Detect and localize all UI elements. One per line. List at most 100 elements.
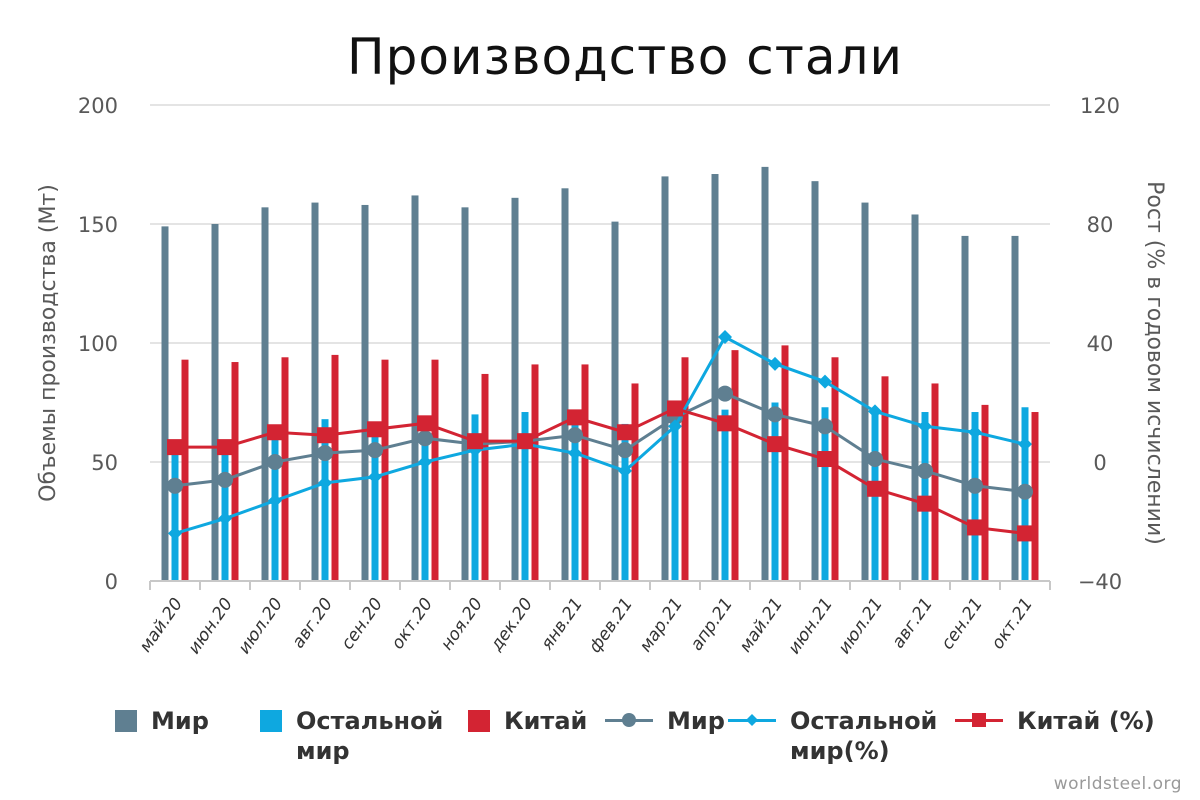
- bar-2-9: [621, 423, 629, 581]
- marker-2-1: [218, 511, 232, 526]
- marker-3-8: [567, 409, 583, 426]
- bar-3-2: [281, 357, 289, 581]
- bar-1-14: [861, 202, 869, 581]
- marker-2-17: [1018, 437, 1032, 452]
- marker-3-10: [667, 400, 683, 417]
- bar-1-2: [261, 207, 269, 581]
- marker-3-15: [917, 495, 933, 512]
- bar-3-10: [681, 357, 689, 581]
- legend-line-rest-of-world: [728, 706, 776, 736]
- bar-1-0: [161, 226, 169, 581]
- bar-1-7: [511, 197, 519, 581]
- bar-3-11: [731, 350, 739, 581]
- marker-1-8: [567, 427, 583, 444]
- marker-2-3: [318, 475, 332, 490]
- marker-3-12: [767, 436, 783, 453]
- marker-3-0: [167, 439, 183, 456]
- bar-3-1: [231, 362, 239, 581]
- y-tick-label: 200: [78, 94, 118, 118]
- marker-1-17: [1017, 483, 1033, 500]
- marker-1-1: [217, 471, 233, 488]
- legend-label-rest-of-world-bar: Остальной мир: [296, 707, 444, 765]
- chart-legend: Мир Остальной мир Китай Мир Остальной ми…: [0, 706, 1200, 776]
- legend-swatch-rest-of-world-bar: [260, 710, 282, 732]
- bar-2-5: [421, 426, 429, 581]
- legend-marker-square: [972, 713, 986, 727]
- legend-item-rest-of-world-line: Остальной мир(%): [728, 706, 937, 766]
- bar-1-12: [761, 166, 769, 581]
- x-tick-label: фев.21: [585, 594, 637, 656]
- y2-tick-label: 80: [1087, 213, 1114, 237]
- bar-2-10: [671, 404, 679, 581]
- marker-1-15: [917, 462, 933, 479]
- marker-1-4: [367, 442, 383, 459]
- y-tick-label: 0: [105, 570, 118, 594]
- marker-2-16: [968, 425, 982, 440]
- legend-label-world-bar: Мир: [151, 707, 209, 735]
- bar-3-15: [931, 383, 939, 581]
- bar-1-3: [311, 202, 319, 581]
- marker-1-14: [867, 451, 883, 468]
- marker-1-5: [417, 430, 433, 447]
- bar-1-8: [561, 188, 569, 582]
- bar-3-3: [331, 354, 339, 581]
- legend-swatch-china-bar: [468, 710, 490, 732]
- marker-1-12: [767, 406, 783, 423]
- series-line-2: [174, 335, 1026, 535]
- series-line-1: [174, 391, 1026, 494]
- bar-2-3: [321, 419, 329, 581]
- bar-2-8: [571, 419, 579, 581]
- x-tick-label: сен.21: [937, 594, 987, 653]
- legend-label-china-bar: Китай: [504, 707, 588, 735]
- x-tick-label: июн.20: [184, 594, 237, 658]
- bar-3-6: [481, 373, 489, 581]
- bar-1-5: [411, 195, 419, 581]
- bar-3-9: [631, 383, 639, 581]
- marker-1-16: [967, 477, 983, 494]
- y2-tick-label: 0: [1093, 451, 1106, 475]
- bar-3-12: [781, 345, 789, 581]
- x-tick-label: дек.20: [486, 594, 537, 655]
- legend-item-world-line: Мир: [605, 706, 725, 736]
- x-tick-label: окт.20: [388, 594, 437, 653]
- y-tick-label: 150: [78, 213, 118, 237]
- marker-3-9: [617, 424, 633, 441]
- legend-line-world: [605, 706, 653, 736]
- bar-1-16: [961, 235, 969, 581]
- bar-2-7: [521, 412, 529, 581]
- bar-3-5: [431, 359, 439, 581]
- y-tick-label: 50: [91, 451, 118, 475]
- bar-1-9: [611, 221, 619, 581]
- marker-2-15: [918, 419, 932, 434]
- marker-1-11: [717, 385, 733, 402]
- y2-tick-label: −40: [1078, 570, 1122, 594]
- bar-3-14: [881, 376, 889, 581]
- legend-label-world-line: Мир: [667, 707, 725, 735]
- marker-3-4: [367, 421, 383, 438]
- x-tick-label: ноя.20: [437, 594, 487, 654]
- bar-2-13: [821, 407, 829, 581]
- bar-3-13: [831, 357, 839, 581]
- bar-2-4: [371, 428, 379, 581]
- bar-1-15: [911, 214, 919, 582]
- bar-2-6: [471, 414, 479, 581]
- bar-1-4: [361, 204, 369, 581]
- legend-marker-circle: [622, 713, 636, 727]
- x-tick-label: авг.21: [888, 594, 937, 652]
- marker-3-3: [317, 427, 333, 444]
- marker-3-1: [217, 439, 233, 456]
- marker-1-0: [167, 477, 183, 494]
- legend-label-rest-of-world-line: Остальной мир(%): [790, 707, 938, 765]
- bar-1-17: [1011, 235, 1019, 581]
- chart-title: Производство стали: [347, 28, 903, 86]
- marker-1-2: [267, 454, 283, 470]
- marker-2-14: [868, 404, 882, 419]
- legend-item-china-bar: Китай: [468, 706, 587, 736]
- x-tick-label: авг.20: [288, 594, 337, 652]
- marker-3-5: [417, 415, 433, 432]
- legend-marker-diamond: [746, 714, 758, 726]
- x-tick-label: сен.20: [337, 594, 387, 653]
- bar-1-6: [461, 207, 469, 581]
- bar-2-12: [771, 402, 779, 581]
- marker-3-16: [967, 519, 983, 536]
